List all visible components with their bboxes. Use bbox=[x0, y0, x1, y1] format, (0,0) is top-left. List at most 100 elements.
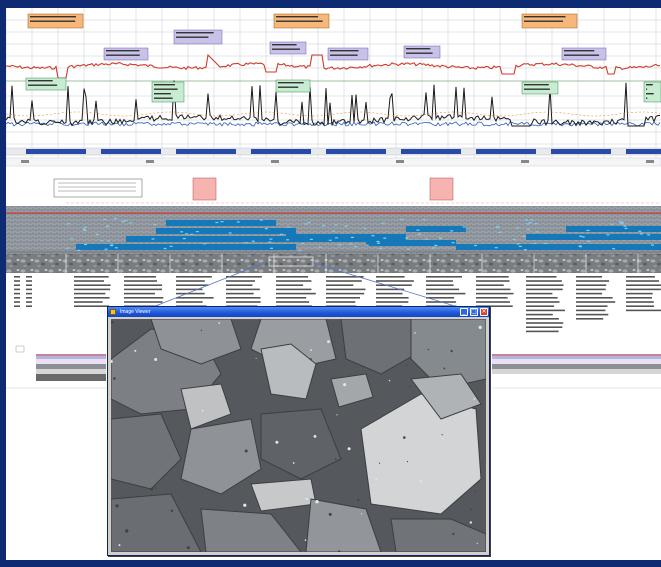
description-text-line bbox=[526, 292, 553, 295]
rock-texture-speck bbox=[134, 349, 137, 352]
description-text-line bbox=[376, 301, 409, 303]
minimize-button[interactable]: _ bbox=[460, 308, 468, 316]
lithology-speck bbox=[495, 226, 499, 228]
close-button[interactable]: ✕ bbox=[480, 308, 488, 316]
lithology-speck bbox=[83, 228, 86, 231]
description-text-line bbox=[526, 326, 563, 328]
description-text-line bbox=[576, 301, 616, 303]
lithology-block bbox=[566, 226, 661, 232]
description-text-line bbox=[26, 292, 32, 295]
lithology-speck bbox=[379, 247, 383, 250]
rock-texture-speck bbox=[315, 500, 319, 504]
lithology-speck bbox=[334, 224, 338, 226]
depth-tick-label bbox=[21, 160, 29, 163]
lithology-speck bbox=[129, 222, 133, 224]
callout-text-line bbox=[524, 88, 550, 90]
lithology-speck bbox=[624, 227, 628, 229]
lithology-speck bbox=[280, 233, 283, 235]
rock-texture-speck bbox=[154, 487, 157, 489]
rock-texture-speck bbox=[443, 505, 445, 507]
lithology-speck bbox=[286, 226, 290, 228]
description-text-line bbox=[14, 297, 20, 299]
callout-box bbox=[103, 47, 149, 61]
rock-texture-speck bbox=[309, 358, 312, 361]
description-text-line bbox=[526, 322, 564, 324]
rock-fragment bbox=[340, 319, 417, 375]
rock-fragment bbox=[111, 413, 182, 490]
description-text-line bbox=[626, 301, 654, 303]
rock-texture-speck bbox=[251, 349, 254, 352]
description-text-line bbox=[14, 276, 20, 278]
callout-text-line bbox=[406, 52, 433, 54]
image-viewer-window[interactable]: Image Viewer _ □ ✕ bbox=[107, 306, 490, 556]
description-text-line bbox=[526, 313, 553, 316]
description-text-line bbox=[476, 284, 504, 286]
rock-texture-speck bbox=[478, 325, 482, 329]
lithology-speck bbox=[526, 229, 530, 231]
lithology-speck bbox=[185, 233, 188, 235]
lithology-speck bbox=[203, 243, 207, 245]
description-text-line bbox=[74, 305, 110, 307]
callout-text-line bbox=[106, 50, 140, 52]
lithology-speck bbox=[215, 221, 219, 224]
rock-texture-speck bbox=[441, 438, 444, 440]
lithology-speck bbox=[606, 234, 610, 236]
maximize-button[interactable]: □ bbox=[470, 308, 478, 316]
callout-text-line bbox=[646, 84, 653, 86]
lithology-speck bbox=[301, 243, 304, 245]
lithology-speck bbox=[522, 235, 526, 238]
description-text-line bbox=[74, 297, 110, 299]
lithology-block bbox=[156, 228, 296, 234]
rock-texture-speck bbox=[201, 409, 204, 412]
comment-track bbox=[6, 168, 661, 204]
rock-texture-speck bbox=[379, 462, 381, 464]
lithology-speck bbox=[182, 238, 186, 240]
description-text-line bbox=[576, 288, 606, 291]
rock-texture-speck bbox=[113, 377, 116, 380]
callout-text-line bbox=[154, 88, 178, 90]
rock-fragment bbox=[180, 383, 232, 430]
lithology-speck bbox=[309, 238, 313, 240]
callout-text-line bbox=[646, 93, 654, 95]
rock-texture-speck bbox=[150, 487, 154, 491]
description-text-line bbox=[376, 297, 409, 299]
rock-texture-speck bbox=[452, 532, 455, 535]
window-titlebar[interactable]: Image Viewer _ □ ✕ bbox=[108, 307, 489, 317]
lithology-speck bbox=[438, 237, 442, 239]
lithology-block bbox=[406, 226, 466, 232]
description-track bbox=[14, 276, 661, 333]
lithology-speck bbox=[400, 218, 404, 220]
description-text-line bbox=[476, 292, 514, 295]
description-text-line bbox=[326, 301, 356, 303]
callout-box bbox=[643, 81, 661, 103]
description-text-line bbox=[626, 284, 661, 286]
callout-pink bbox=[429, 177, 454, 201]
lithology-speck bbox=[518, 245, 522, 247]
description-text-line bbox=[576, 292, 603, 295]
description-text-line bbox=[176, 276, 212, 278]
lithology-speck bbox=[620, 223, 624, 225]
lithology-speck bbox=[647, 234, 651, 236]
callout-text-line bbox=[154, 97, 173, 99]
rock-texture-speck bbox=[388, 379, 391, 382]
lithology-block bbox=[126, 236, 386, 242]
callout-text-line bbox=[406, 48, 431, 50]
lithology-speck bbox=[236, 221, 240, 223]
lithology-speck bbox=[376, 240, 380, 243]
lithology-speck bbox=[70, 238, 74, 240]
callout-text-line bbox=[28, 80, 53, 82]
rop-curve bbox=[6, 80, 660, 127]
rock-texture-speck bbox=[357, 498, 360, 501]
description-text-line bbox=[276, 301, 310, 303]
rock-texture-speck bbox=[476, 542, 478, 544]
lithology-block bbox=[526, 234, 661, 240]
rock-texture-speck bbox=[154, 358, 158, 361]
lithology-speck bbox=[244, 242, 248, 244]
description-text-line bbox=[226, 276, 262, 278]
lithology-speck bbox=[434, 244, 438, 246]
maximize-icon: □ bbox=[471, 308, 477, 315]
description-text-line bbox=[124, 297, 164, 299]
description-text-line bbox=[74, 276, 109, 278]
callout-pink bbox=[192, 177, 217, 201]
lithology-speck bbox=[651, 244, 654, 246]
